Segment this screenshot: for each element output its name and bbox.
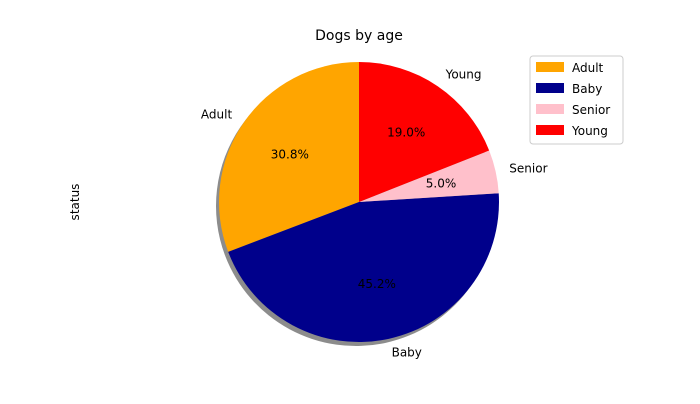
- slice-baby: [228, 193, 500, 343]
- slice-pct-young: 19.0%: [387, 126, 425, 140]
- legend-swatch-senior: [536, 104, 564, 114]
- y-axis-label: status: [68, 184, 82, 221]
- legend-swatch-adult: [536, 62, 564, 72]
- slice-label-young: Young: [445, 68, 482, 82]
- slice-label-baby: Baby: [392, 346, 422, 360]
- chart-title: Dogs by age: [315, 28, 403, 44]
- legend-label-young: Young: [571, 124, 608, 138]
- slice-pct-adult: 30.8%: [271, 147, 309, 161]
- slice-young: [359, 62, 490, 202]
- slices: [219, 62, 500, 343]
- legend-frame: [529, 55, 624, 145]
- legend-label-senior: Senior: [572, 103, 610, 117]
- slice-pct-baby: 45.2%: [358, 277, 396, 291]
- slice-adult: [219, 62, 359, 252]
- slice-label-adult: Adult: [201, 108, 233, 122]
- slice-label-senior: Senior: [509, 161, 547, 175]
- legend-swatch-baby: [536, 83, 564, 93]
- legend-label-baby: Baby: [572, 82, 602, 96]
- legend-swatch-young: [536, 125, 564, 135]
- slice-pct-senior: 5.0%: [426, 177, 457, 191]
- legend: Adult Baby Senior Young: [529, 55, 624, 145]
- legend-label-adult: Adult: [572, 61, 604, 75]
- slice-labels: Adult 30.8% Baby 45.2% Senior 5.0% Young 19.0%: [201, 68, 548, 360]
- slice-senior: [359, 150, 499, 202]
